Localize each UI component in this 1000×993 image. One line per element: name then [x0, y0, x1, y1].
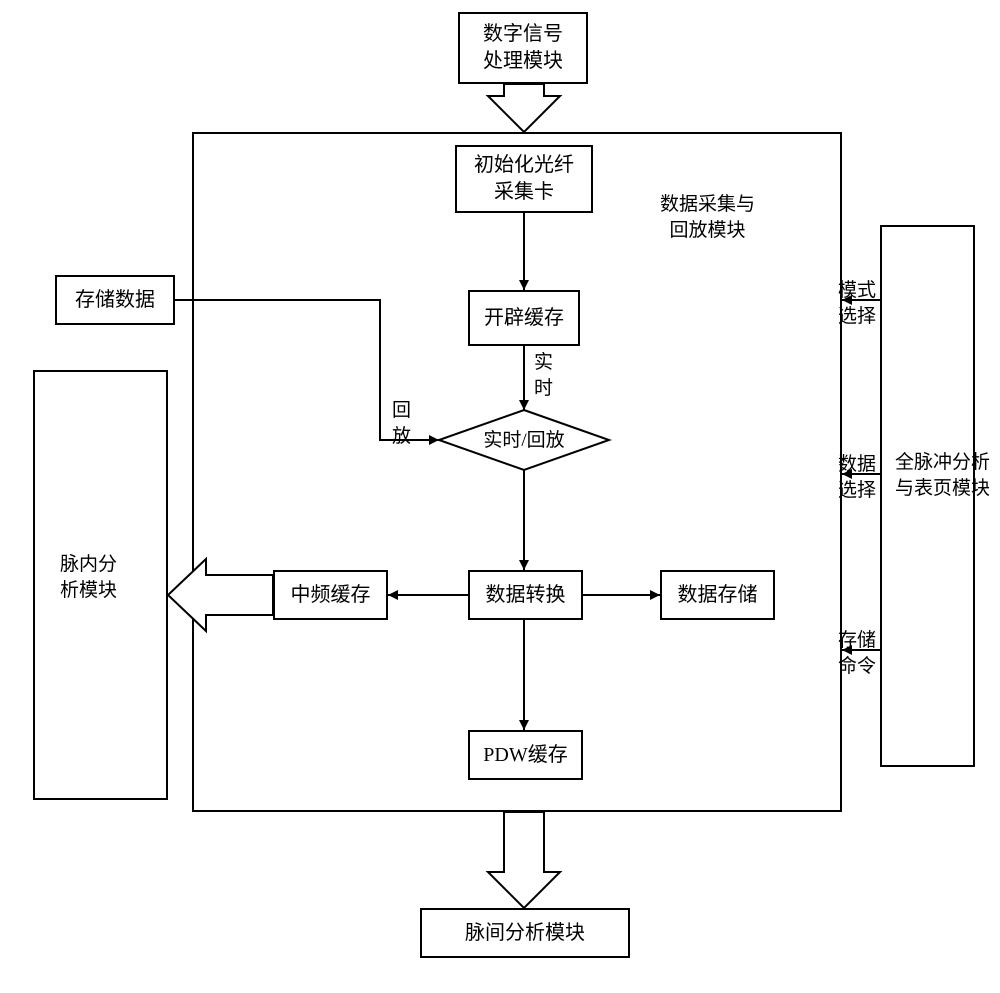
- playback-label: 回放: [392, 398, 411, 449]
- data-store-label: 数据存储: [678, 582, 758, 609]
- flowchart-canvas: 数字信号处理模块 初始化光纤采集卡 开辟缓存 存储数据 中频缓存 数据转换 数据…: [0, 0, 1000, 993]
- mode-select-label: 模式选择: [838, 278, 876, 329]
- full-pulse-text: 全脉冲分析与表页模块: [895, 450, 990, 501]
- store-data-box: 存储数据: [55, 275, 175, 325]
- store-command-label: 存储命令: [838, 628, 876, 679]
- digital-signal-module-label: 数字信号处理模块: [483, 21, 563, 75]
- if-cache-label: 中频缓存: [291, 582, 371, 609]
- acquisition-module-label: 数据采集与回放模块: [660, 192, 755, 243]
- store-data-label: 存储数据: [75, 287, 155, 314]
- if-cache-box: 中频缓存: [273, 570, 388, 620]
- data-conversion-label: 数据转换: [486, 582, 566, 609]
- pdw-cache-box: PDW缓存: [468, 730, 583, 780]
- pdw-cache-label: PDW缓存: [483, 742, 567, 769]
- alloc-cache-box: 开辟缓存: [468, 290, 580, 346]
- init-fiber-card-box: 初始化光纤采集卡: [455, 145, 593, 213]
- intra-pulse-text: 脉内分析模块: [60, 552, 117, 603]
- data-store-box: 数据存储: [660, 570, 775, 620]
- alloc-cache-label: 开辟缓存: [484, 305, 564, 332]
- realtime-label: 实时: [534, 350, 553, 401]
- init-fiber-card-label: 初始化光纤采集卡: [474, 152, 574, 206]
- inter-pulse-module-label: 脉间分析模块: [465, 920, 585, 947]
- inter-pulse-module-box: 脉间分析模块: [420, 908, 630, 958]
- data-select-label: 数据选择: [838, 452, 876, 503]
- digital-signal-module-box: 数字信号处理模块: [458, 12, 588, 84]
- data-conversion-box: 数据转换: [468, 570, 583, 620]
- if-data-label: 中频数据: [193, 583, 269, 609]
